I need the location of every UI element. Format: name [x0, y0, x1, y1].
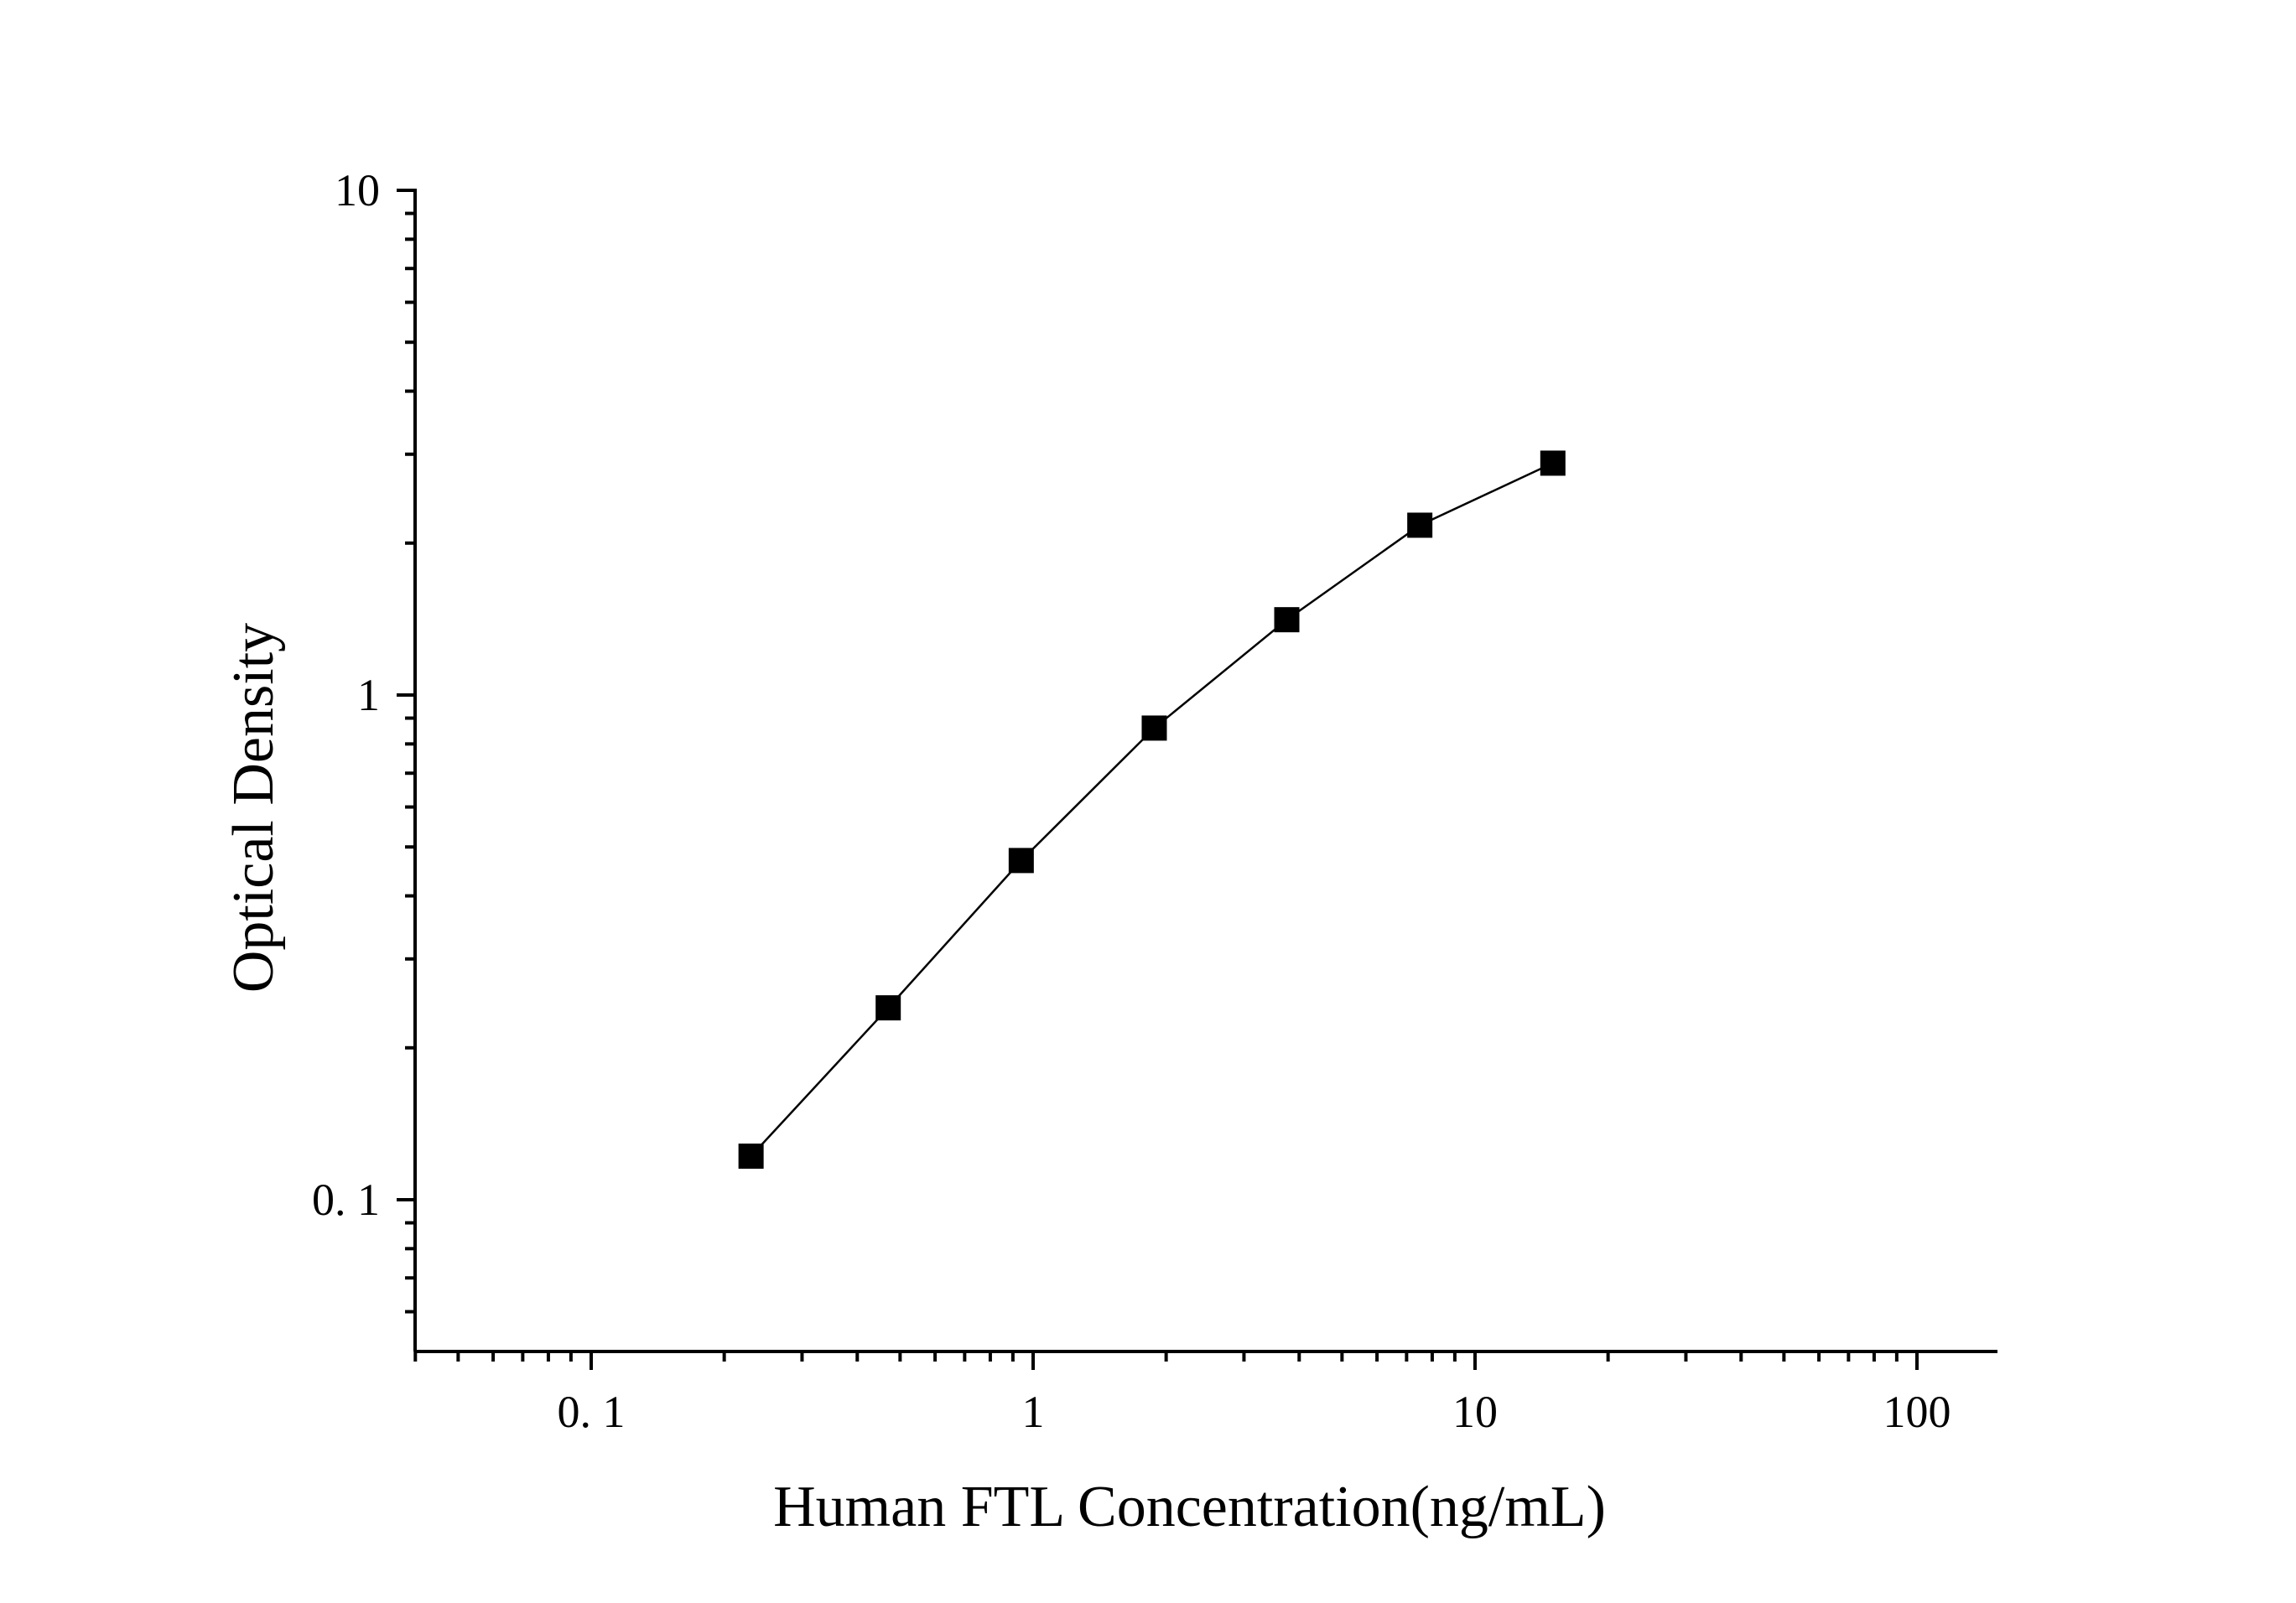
- x-tick-label: 100: [1883, 1387, 1951, 1437]
- major-ticks: [397, 189, 1919, 1370]
- x-axis-title: Human FTL Concentration(ng/mL): [773, 1475, 1606, 1539]
- series-line: [750, 462, 1554, 1157]
- data-point: [1274, 607, 1300, 633]
- y-axis-title: Optical Density: [221, 623, 286, 993]
- tick-labels: 0. 1 1 10 100 0. 1 1 10: [312, 165, 1951, 1437]
- y-tick-label: 1: [357, 670, 380, 720]
- data-point: [875, 995, 901, 1021]
- y-tick-label: 0. 1: [312, 1175, 380, 1225]
- minor-ticks: [405, 211, 1899, 1362]
- data-markers: [738, 450, 1566, 1170]
- x-tick-label: 0. 1: [558, 1387, 626, 1437]
- data-point: [1141, 715, 1167, 741]
- data-point: [1540, 450, 1566, 476]
- data-point: [1008, 848, 1034, 874]
- x-tick-label: 1: [1022, 1387, 1045, 1437]
- x-tick-label: 10: [1452, 1387, 1498, 1437]
- data-point: [738, 1144, 764, 1170]
- data-point: [1407, 512, 1433, 538]
- y-tick-label: 10: [335, 165, 380, 215]
